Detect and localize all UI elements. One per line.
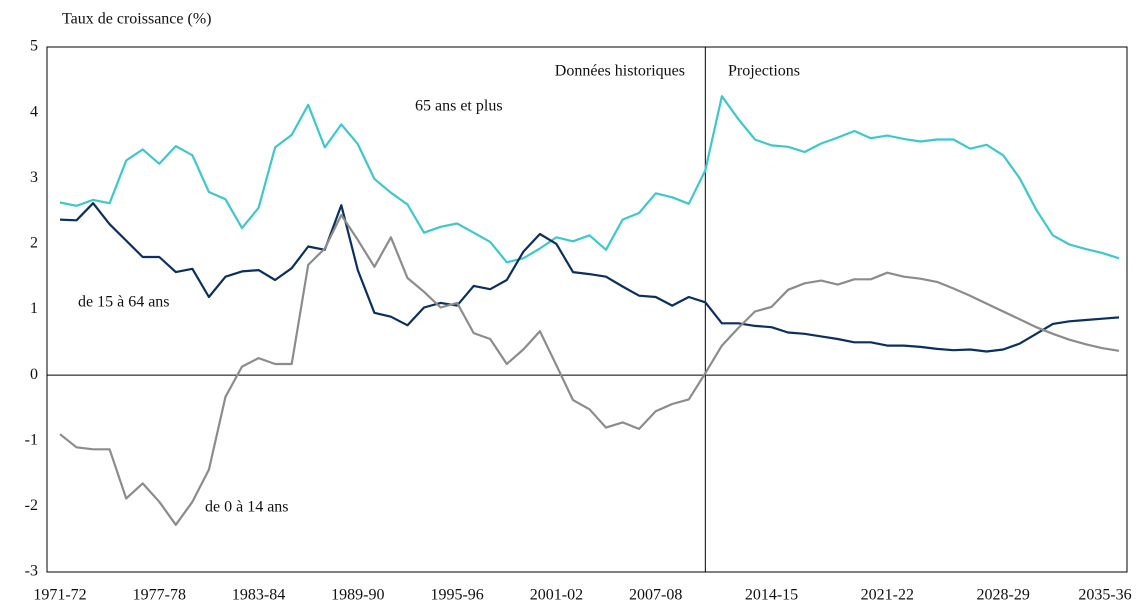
x-tick-label: 2028-29: [977, 587, 1030, 604]
plot-frame: [46, 46, 1128, 573]
series-line: [59, 213, 1120, 526]
x-tick-label: 2021-22: [861, 587, 914, 604]
x-tick-label: 1971-72: [33, 587, 86, 604]
series-line: [59, 202, 1120, 353]
y-tick-label: 4: [30, 103, 38, 120]
x-tick-label: 1977-78: [133, 587, 186, 604]
y-axis-label: Taux de croissance (%): [62, 11, 211, 28]
series-label: 65 ans et plus: [415, 98, 503, 115]
y-tick-label: -3: [25, 563, 38, 580]
x-tick-label: 2035-36: [1078, 587, 1131, 604]
y-tick-label: -1: [25, 431, 38, 448]
x-tick-label: 1995-96: [430, 587, 483, 604]
x-tick-label: 1989-90: [331, 587, 384, 604]
annotation: Données historiques: [555, 63, 685, 80]
y-tick-label: -2: [25, 497, 38, 514]
y-tick-label: 1: [30, 300, 38, 317]
annotation: Projections: [728, 63, 800, 80]
x-tick-label: 2001-02: [530, 587, 583, 604]
series-label: de 0 à 14 ans: [205, 499, 289, 516]
x-tick-label: 2014-15: [745, 587, 798, 604]
x-tick-label: 2007-08: [629, 587, 682, 604]
x-tick-label: 1983-84: [232, 587, 285, 604]
y-tick-label: 3: [30, 169, 38, 186]
series-line: [59, 95, 1120, 264]
y-tick-label: 5: [30, 38, 38, 55]
y-tick-label: 2: [30, 235, 38, 252]
y-tick-label: 0: [30, 366, 38, 383]
series-label: de 15 à 64 ans: [78, 294, 170, 311]
